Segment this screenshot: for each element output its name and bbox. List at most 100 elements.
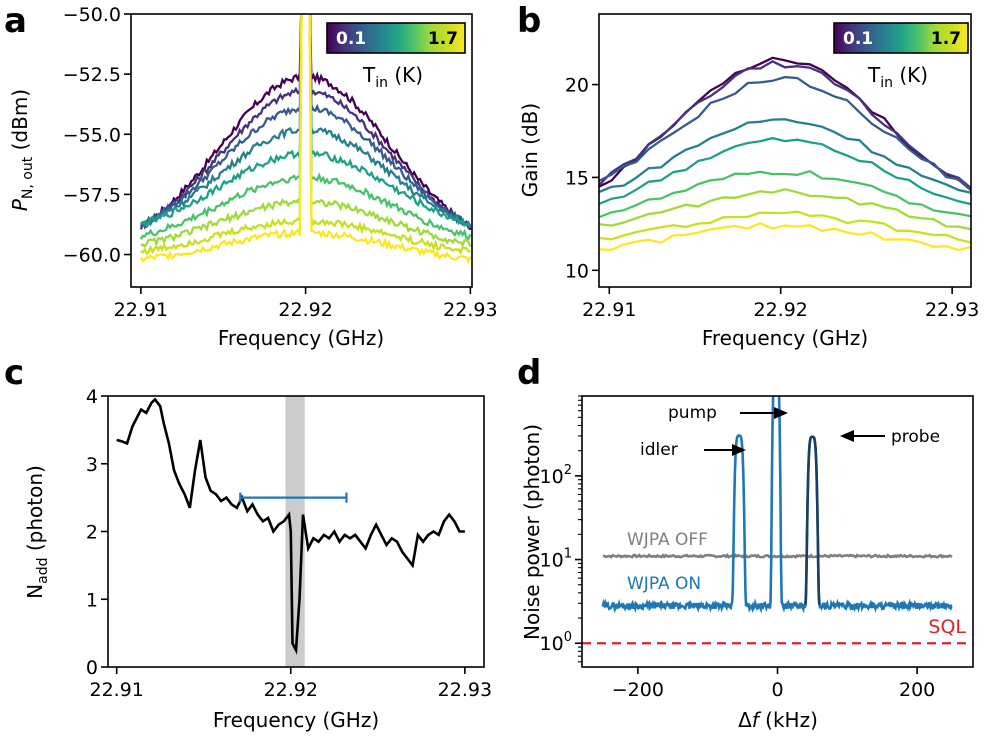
panel-a-label: a xyxy=(4,1,27,41)
panel-c-xlabel: Frequency (GHz) xyxy=(213,708,379,732)
panel-b: b 10 15 20 22.91 22.92 22.93 Frequency (GHz)… xyxy=(517,1,979,350)
panel-c-xticks: 22.91 22.92 22.93 xyxy=(90,667,492,701)
ytick-label: 102 xyxy=(540,463,572,488)
wjpa-on-line xyxy=(601,396,953,614)
panel-b-colorbar: 0.1 1.7 Tin (K) xyxy=(833,22,969,91)
panel-d-label: d xyxy=(517,353,541,393)
curve-t-1.5 xyxy=(140,14,471,256)
panel-a-xticks: 22.91 22.92 22.93 xyxy=(114,287,498,321)
ytick-label-base: 10 xyxy=(540,550,564,572)
xtick-label: 22.93 xyxy=(438,679,492,701)
panel-d-xlabel-prefix: Δ xyxy=(738,708,752,732)
panel-b-colorbar-max: 1.7 xyxy=(931,29,961,49)
panel-b-yticks: 10 15 20 xyxy=(565,75,599,282)
xtick-label: 0 xyxy=(771,679,783,701)
panel-b-frame xyxy=(598,13,972,288)
xtick-label: −200 xyxy=(612,679,664,701)
curve-t-1.3 xyxy=(140,14,472,249)
panel-d-xticks: −200 0 200 xyxy=(612,667,935,701)
panel-a-colorbar-title-unit: (K) xyxy=(388,63,423,87)
xtick-label: 200 xyxy=(899,679,935,701)
panel-d-plot xyxy=(582,396,973,645)
curve-t-1.7 xyxy=(139,14,472,265)
xtick-label: 22.91 xyxy=(90,679,144,701)
panel-b-xticks: 22.91 22.92 22.93 xyxy=(582,287,979,321)
curve-t-1.3 xyxy=(599,188,971,231)
panel-a-ylabel: PN, out (dBm) xyxy=(8,89,36,211)
curve-t-1.1 xyxy=(599,169,971,219)
curve-t-0.9 xyxy=(140,14,471,228)
ytick-label: −60.0 xyxy=(63,245,121,267)
curve-t-0.5 xyxy=(599,75,971,191)
panel-b-curves xyxy=(599,56,971,252)
panel-b-xlabel: Frequency (GHz) xyxy=(702,326,868,350)
curve-t-1.7 xyxy=(599,221,971,252)
label-sql: SQL xyxy=(928,616,966,638)
curve-t-0.9 xyxy=(599,136,971,206)
label-probe: probe xyxy=(891,427,940,447)
panel-d-ylabel: Noise power (photon) xyxy=(520,424,544,640)
panel-a-curves xyxy=(139,14,472,265)
panel-c-ylabel: Nadd (photon) xyxy=(23,465,51,599)
curve-t-0.1 xyxy=(140,14,472,231)
panel-b-ylabel: Gain (dB) xyxy=(518,103,542,197)
ytick-label-exponent: 1 xyxy=(564,547,572,562)
panel-a-ylabel-sub: N, out xyxy=(20,156,36,199)
nadd-line xyxy=(116,397,465,655)
ytick-label: −50.0 xyxy=(63,4,121,26)
panel-b-colorbar-title-main: T xyxy=(867,63,881,87)
ytick-label: 1 xyxy=(86,589,98,611)
panel-b-label: b xyxy=(517,1,541,41)
panel-d-xlabel-var: f xyxy=(752,708,762,732)
panel-b-colorbar-gradient xyxy=(833,22,969,54)
panel-c-ylabel-main: N xyxy=(23,584,47,599)
arrow-pump-head xyxy=(774,407,788,419)
ytick-label: −57.5 xyxy=(63,184,121,206)
xtick-label: 22.91 xyxy=(582,299,636,321)
xtick-label: 22.92 xyxy=(264,679,318,701)
panel-a-ylabel-main: P xyxy=(8,198,32,211)
panel-c-label: c xyxy=(4,353,24,393)
panel-a-colorbar-title: Tin (K) xyxy=(362,63,423,91)
label-wjpa-off: WJPA OFF xyxy=(627,530,708,550)
wjpa-off-line xyxy=(602,553,953,559)
ytick-label: 15 xyxy=(565,167,589,189)
panel-c-ylabel-unit: (photon) xyxy=(23,465,47,557)
xtick-label: 22.92 xyxy=(754,299,808,321)
curve-t-0.7 xyxy=(140,14,472,229)
label-wjpa-on: WJPA ON xyxy=(627,574,701,594)
panel-b-colorbar-min: 0.1 xyxy=(843,29,873,49)
ytick-label: 4 xyxy=(86,386,98,408)
panel-a-xlabel: Frequency (GHz) xyxy=(218,326,384,350)
panel-d-xlabel: Δf (kHz) xyxy=(738,708,818,732)
ytick-label: 0 xyxy=(86,657,98,679)
curve-t-0.3 xyxy=(139,14,471,230)
panel-d-xlabel-unit: (kHz) xyxy=(759,708,818,732)
panel-c-yticks: 0 1 2 3 4 xyxy=(86,386,108,679)
arrow-probe-head xyxy=(840,430,854,442)
panel-a-colorbar-title-sub: in xyxy=(375,75,388,91)
panel-a-colorbar: 0.1 1.7 Tin (K) xyxy=(326,22,466,91)
curve-t-0.7 xyxy=(599,118,971,194)
panel-a-colorbar-max: 1.7 xyxy=(428,29,458,49)
ytick-label-base: 10 xyxy=(540,633,564,655)
panel-a-frame xyxy=(130,13,473,288)
ytick-label: −52.5 xyxy=(63,64,121,86)
panel-a-ylabel-unit: (dBm) xyxy=(8,89,32,157)
xtick-label: 22.92 xyxy=(278,299,332,321)
ytick-label-exponent: 2 xyxy=(564,463,572,478)
curve-t-0.3 xyxy=(599,60,971,189)
curve-t-1.5 xyxy=(599,210,971,244)
panel-a-yticks: −50.0 −52.5 −55.0 −57.5 −60.0 xyxy=(63,4,131,267)
xtick-label: 22.93 xyxy=(925,299,979,321)
arrow-idler-head xyxy=(732,444,746,456)
panel-b-colorbar-title-sub: in xyxy=(880,75,893,91)
label-pump: pump xyxy=(668,403,717,423)
label-idler: idler xyxy=(640,440,678,460)
xtick-label: 22.91 xyxy=(114,299,168,321)
panel-a: a −50.0−52.5−55.0−57.5−60.0 22.91 22.92 22… xyxy=(4,1,498,350)
ytick-label: 20 xyxy=(565,75,589,97)
